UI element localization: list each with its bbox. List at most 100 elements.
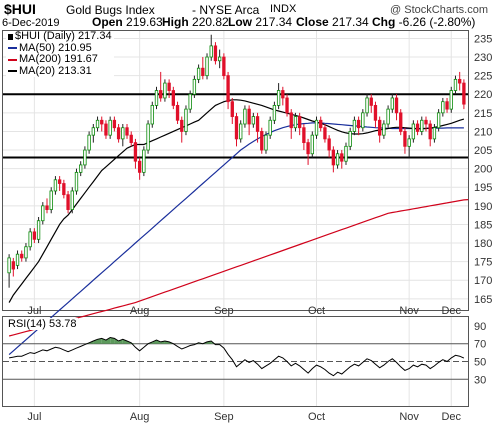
close-quote: Close 217.34 <box>296 15 369 29</box>
candle <box>344 142 348 165</box>
candle-body <box>243 108 247 125</box>
candle-body <box>175 105 180 121</box>
candle <box>441 97 445 117</box>
candle-body <box>15 253 20 266</box>
candle <box>226 71 230 110</box>
candle <box>352 116 357 136</box>
candle-body <box>302 127 306 144</box>
candle <box>45 198 49 214</box>
candle-body <box>171 90 175 106</box>
candle-body <box>196 67 201 80</box>
price-tick-label: 190 <box>474 201 492 213</box>
candle <box>62 179 66 199</box>
candle-body <box>260 131 264 151</box>
candle <box>188 90 192 113</box>
candle-body <box>281 90 285 99</box>
month-tick-label: Aug <box>130 305 150 317</box>
month-tick-label: Nov <box>399 305 419 317</box>
candle <box>213 42 218 65</box>
candle-body <box>239 123 243 140</box>
candle <box>453 75 458 95</box>
candle-body <box>432 127 437 140</box>
candle <box>167 79 171 98</box>
rsi-legend: RSI(14) 53.78 <box>6 318 79 330</box>
price-tick-label: 215 <box>474 108 492 120</box>
candle-body <box>95 119 100 129</box>
low-value: 217.34 <box>255 15 293 29</box>
candle-body <box>28 231 32 248</box>
legend-ma200-swatch <box>8 58 17 61</box>
candle-body <box>251 116 256 125</box>
open-value: 219.63 <box>126 15 163 29</box>
candle <box>91 124 95 143</box>
candle-body <box>382 123 386 136</box>
candle <box>255 112 260 143</box>
candle <box>15 250 20 270</box>
candle-body <box>331 149 336 166</box>
candle <box>331 146 336 173</box>
candle-body <box>314 119 319 136</box>
candle <box>217 49 222 69</box>
candle <box>41 202 45 225</box>
candle <box>53 176 58 195</box>
candle <box>66 190 70 214</box>
candle <box>436 109 441 132</box>
candle-body <box>57 179 62 184</box>
candle <box>230 97 234 124</box>
candle <box>264 131 268 154</box>
candle-body <box>142 149 146 173</box>
candle-body <box>91 127 95 136</box>
candle-body <box>247 108 251 125</box>
stockcharts-watermark: @ StockCharts.com <box>390 4 488 16</box>
candle-body <box>32 231 37 240</box>
rsi-overbought-fill <box>97 338 102 344</box>
quote-date: 6-Dec-2019 <box>2 17 60 29</box>
rsi-overbought-fill <box>122 339 127 344</box>
candle <box>445 97 449 113</box>
candle-body <box>129 134 133 144</box>
candle <box>319 116 323 132</box>
candle-body <box>352 119 357 132</box>
candle <box>365 94 369 117</box>
candle-body <box>112 119 117 129</box>
candle-body <box>394 97 399 114</box>
low-quote: Low 217.34 <box>228 15 292 29</box>
candle <box>272 101 277 124</box>
candle-body <box>108 119 112 136</box>
candle <box>293 112 298 132</box>
candle <box>369 94 373 113</box>
candle <box>390 94 394 113</box>
month-tick-label: Jul <box>27 411 41 423</box>
candle <box>403 127 407 154</box>
legend-main: $HUI (Daily) 217.34 <box>8 30 112 43</box>
candle <box>137 157 142 180</box>
candle <box>192 75 197 98</box>
month-tick-label: Sep <box>214 411 234 423</box>
candle <box>340 150 344 169</box>
candle-body <box>411 123 416 140</box>
candle-body <box>276 90 281 106</box>
candle <box>285 94 289 117</box>
candle <box>314 116 319 139</box>
candle <box>243 105 247 128</box>
month-tick-label: Sep <box>214 305 234 317</box>
candle <box>79 161 83 177</box>
candle-body <box>449 90 453 110</box>
change-quote: Chg -6.26 (-2.80%) <box>372 15 475 29</box>
candle <box>196 64 201 84</box>
candle-body <box>335 153 340 166</box>
ticker-symbol: $HUI <box>4 1 36 17</box>
rsi-tick-label: 30 <box>474 374 486 386</box>
rsi-tick-label: 50 <box>474 357 486 369</box>
candle <box>57 176 62 191</box>
candle-body <box>20 253 24 259</box>
candle <box>24 243 28 262</box>
candle <box>125 124 129 139</box>
candle-body <box>104 123 108 136</box>
candle-body <box>150 105 154 125</box>
price-legend: $HUI (Daily) 217.34 MA(50) 210.95 MA(200… <box>6 30 114 77</box>
candle-body <box>361 112 365 129</box>
price-tick-label: 220 <box>474 89 492 101</box>
candle-body <box>323 127 327 140</box>
candle-body <box>137 160 142 173</box>
